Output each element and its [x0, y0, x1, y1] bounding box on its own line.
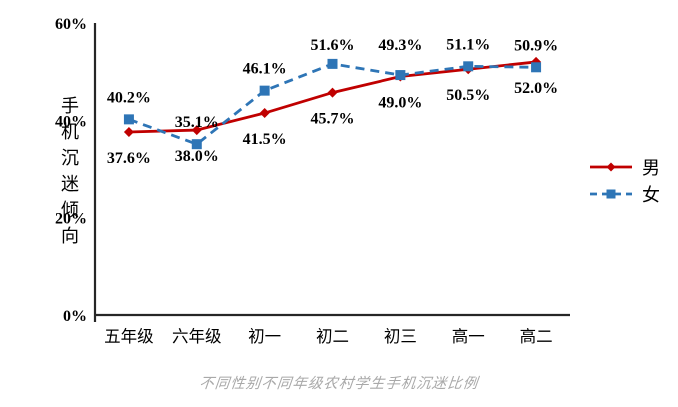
chart-caption: 不同性别不同年级农村学生手机沉迷比例	[198, 376, 480, 392]
legend-item-male: 男	[588, 157, 660, 178]
data-point-label: 45.7%	[311, 111, 355, 128]
data-point-marker	[259, 108, 270, 119]
x-category-label: 高一	[452, 327, 485, 346]
data-point-label: 41.5%	[243, 131, 287, 148]
data-point-marker	[327, 87, 338, 98]
y-axis-title: 手机沉迷倾向	[59, 96, 79, 252]
legend-item-female: 女	[588, 184, 660, 205]
y-tick-label: 60%	[55, 16, 87, 33]
data-point-label: 49.3%	[378, 37, 422, 54]
data-point-label: 52.0%	[514, 80, 558, 97]
data-point-marker	[123, 114, 134, 125]
x-category-label: 高二	[520, 327, 553, 346]
line-chart-canvas: 0% 20% 40% 60% 五年级 六年级 初一 初二 初三 高一 高二 37.6% 38.0% 41.…	[55, 16, 570, 346]
data-point-marker	[395, 70, 406, 81]
data-point-label: 38.0%	[175, 148, 219, 165]
x-category-label: 六年级	[172, 327, 222, 346]
axis-lines	[93, 23, 570, 322]
data-point-label: 40.2%	[107, 89, 151, 106]
data-point-marker	[327, 58, 338, 69]
data-point-label: 35.1%	[175, 114, 219, 131]
female-series-line-icon	[590, 189, 632, 199]
data-point-marker	[531, 62, 542, 73]
legend: 男 女	[588, 157, 660, 205]
x-category-label: 五年级	[104, 327, 154, 346]
data-point-marker	[259, 85, 270, 96]
legend-marker	[606, 162, 616, 172]
legend-marker	[606, 189, 616, 199]
legend-label-female: 女	[642, 185, 660, 205]
data-point-marker	[191, 125, 202, 136]
data-point-marker	[123, 127, 134, 138]
data-point-label: 51.6%	[311, 37, 355, 54]
x-category-label: 初二	[316, 327, 349, 346]
data-point-label: 50.9%	[514, 37, 558, 54]
data-point-label: 46.1%	[243, 61, 287, 78]
x-category-label: 初一	[248, 327, 281, 346]
y-tick-label: 20%	[55, 211, 87, 228]
x-category-label: 初三	[384, 327, 417, 346]
data-point-label: 51.1%	[446, 36, 490, 53]
data-point-marker	[191, 139, 202, 150]
male-series-line-icon	[590, 162, 632, 172]
data-point-label: 37.6%	[107, 150, 151, 167]
y-tick-label: 40%	[55, 113, 87, 130]
data-point-label: 49.0%	[378, 95, 422, 112]
data-point-label: 50.5%	[446, 87, 490, 104]
y-tick-label: 0%	[63, 308, 87, 325]
legend-label-male: 男	[642, 158, 660, 178]
data-point-marker	[463, 61, 474, 72]
